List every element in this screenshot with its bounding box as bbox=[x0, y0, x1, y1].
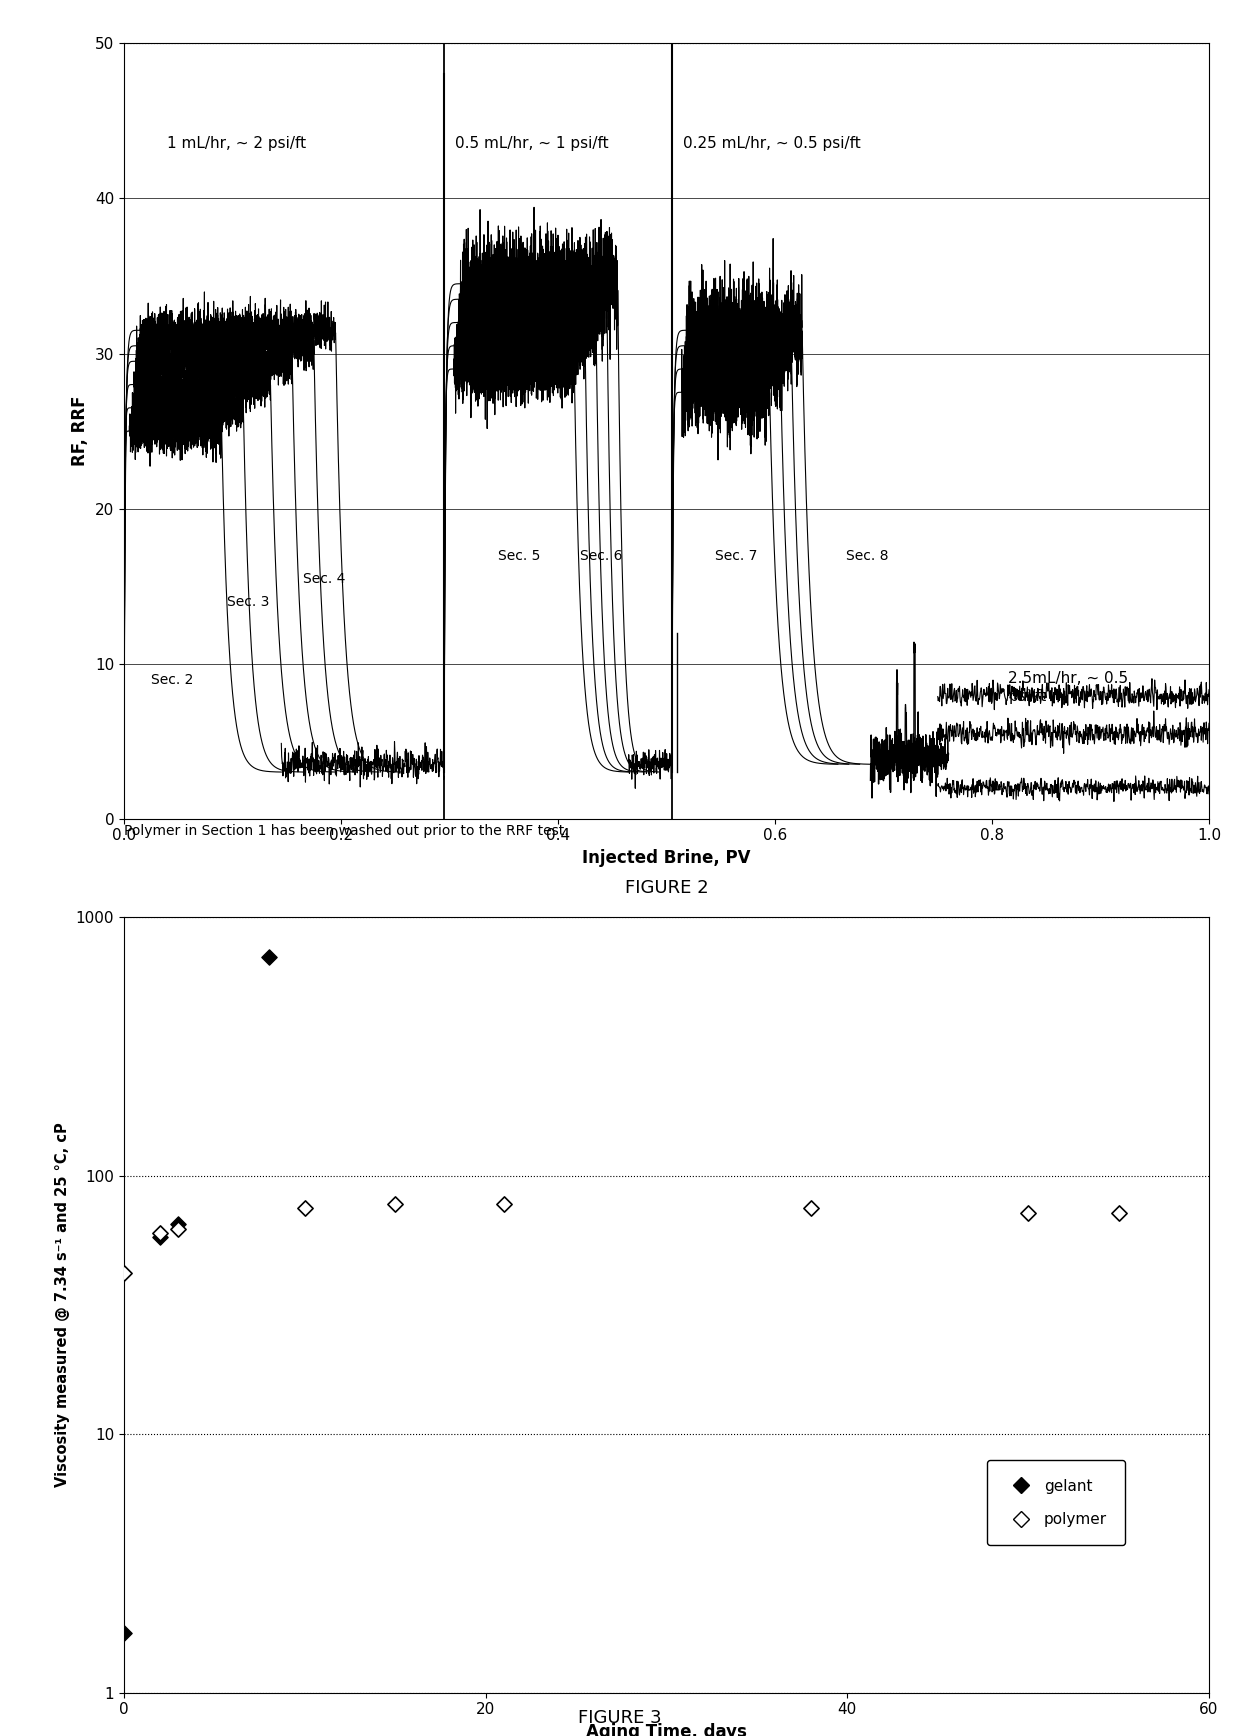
Point bbox=[295, 1194, 315, 1222]
Text: Sec. 5: Sec. 5 bbox=[498, 549, 541, 562]
Text: 0.25 mL/hr, ~ 0.5 psi/ft: 0.25 mL/hr, ~ 0.5 psi/ft bbox=[683, 137, 861, 151]
Point bbox=[1018, 1200, 1038, 1227]
Text: Sec. 4: Sec. 4 bbox=[303, 573, 346, 587]
Text: 0.5 mL/hr, ~ 1 psi/ft: 0.5 mL/hr, ~ 1 psi/ft bbox=[455, 137, 609, 151]
Point bbox=[150, 1222, 170, 1250]
Point bbox=[386, 1189, 405, 1217]
Text: Sec. 3: Sec. 3 bbox=[227, 595, 269, 609]
Y-axis label: RF, RRF: RF, RRF bbox=[72, 396, 89, 467]
Point bbox=[1109, 1200, 1128, 1227]
Point bbox=[169, 1210, 188, 1238]
Point bbox=[114, 1259, 134, 1286]
X-axis label: Injected Brine, PV: Injected Brine, PV bbox=[583, 849, 750, 866]
Legend: gelant, polymer: gelant, polymer bbox=[987, 1460, 1126, 1545]
Point bbox=[114, 1620, 134, 1647]
Text: Sec. 8: Sec. 8 bbox=[846, 549, 888, 562]
Y-axis label: Viscosity measured @ 7.34 s⁻¹ and 25 °C, cP: Viscosity measured @ 7.34 s⁻¹ and 25 °C,… bbox=[56, 1123, 71, 1488]
Text: FIGURE 2: FIGURE 2 bbox=[625, 878, 708, 898]
Point bbox=[801, 1194, 821, 1222]
Text: Sec. 2: Sec. 2 bbox=[151, 674, 193, 687]
Text: Sec. 7: Sec. 7 bbox=[715, 549, 758, 562]
Text: 2.5mL/hr, ~ 0.5
psi/ft: 2.5mL/hr, ~ 0.5 psi/ft bbox=[1008, 672, 1128, 703]
Point bbox=[150, 1219, 170, 1246]
Point bbox=[259, 943, 279, 970]
Point bbox=[494, 1189, 513, 1217]
Point bbox=[169, 1215, 188, 1243]
Text: Polymer in Section 1 has been washed out prior to the RRF test.: Polymer in Section 1 has been washed out… bbox=[124, 823, 569, 837]
Text: 1 mL/hr, ~ 2 psi/ft: 1 mL/hr, ~ 2 psi/ft bbox=[167, 137, 306, 151]
Text: FIGURE 3: FIGURE 3 bbox=[578, 1710, 662, 1727]
X-axis label: Aging Time, days: Aging Time, days bbox=[587, 1722, 746, 1736]
Text: Sec. 6: Sec. 6 bbox=[580, 549, 622, 562]
